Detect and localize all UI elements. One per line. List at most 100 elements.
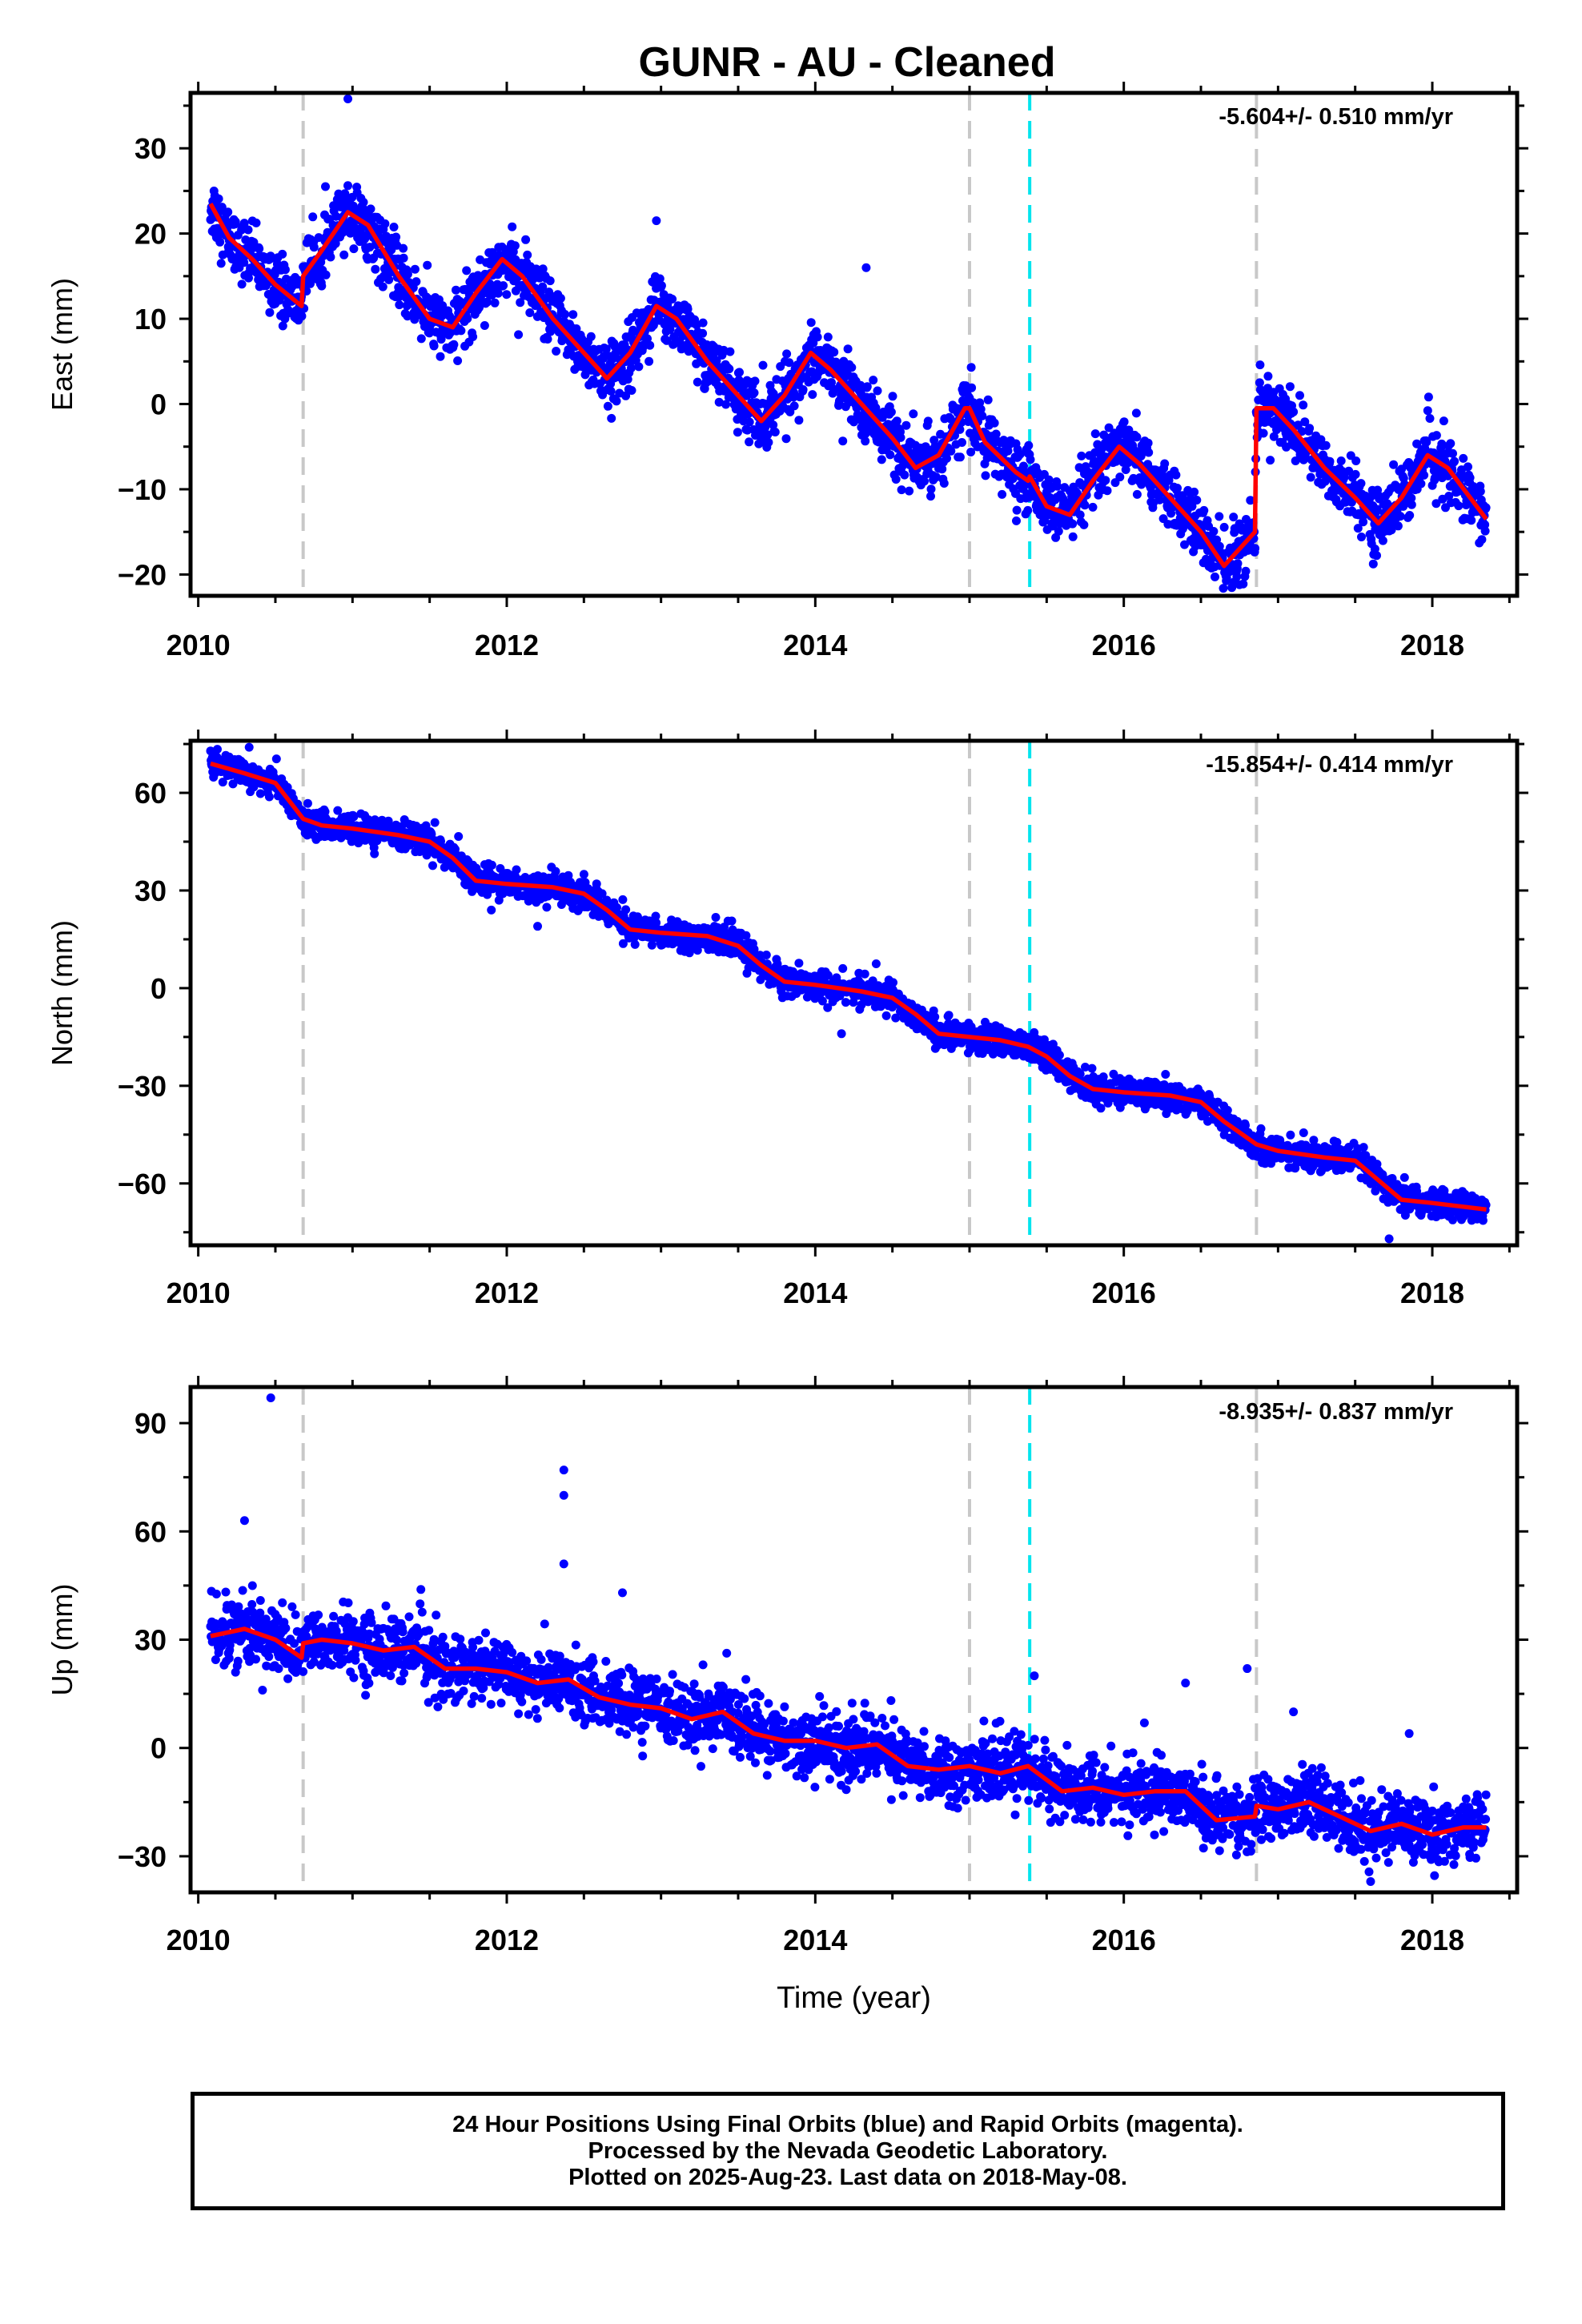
data-point [871,959,881,968]
data-point [1211,572,1219,581]
data-point [542,903,552,912]
data-point [1251,544,1260,553]
data-point [958,438,966,447]
data-point [1219,522,1229,532]
data-point [770,428,780,436]
data-point [493,288,503,298]
data-point [297,312,307,321]
data-point [1305,424,1315,433]
data-point [271,754,281,764]
data-point [733,428,742,437]
data-point [813,332,822,342]
data-point [1044,475,1054,485]
data-point [1395,512,1405,521]
data-point [343,181,352,191]
y-tick-label: 20 [135,218,167,251]
data-point [900,470,909,480]
data-point [1459,453,1468,463]
data-point [1154,495,1164,505]
data-point [1423,406,1432,416]
data-point [643,334,652,344]
data-point [1412,439,1422,448]
data-point [1285,382,1295,392]
data-point [612,396,621,406]
data-point [424,328,434,338]
data-point [735,368,744,377]
data-point [847,363,857,372]
rate-label: -5.604+/- 0.510 mm/yr [1219,104,1453,130]
data-point [750,376,760,386]
data-point [1468,482,1478,491]
data-point [901,420,911,430]
data-point [621,391,631,400]
data-point [711,913,721,922]
data-point [490,298,500,308]
data-point [1132,489,1142,499]
data-point [579,870,588,879]
data-point [841,998,850,1007]
data-point [1259,428,1268,438]
data-point [454,832,464,841]
y-tick-label: −20 [118,558,167,591]
data-point [1075,510,1085,520]
data-point [621,905,631,915]
data-point [275,296,284,305]
data-point [1114,432,1123,441]
data-point [808,390,817,400]
data-point [410,264,420,274]
data-point [380,219,390,228]
data-point [1012,505,1022,515]
data-point [412,277,421,287]
data-point [966,363,976,372]
data-point [966,448,976,456]
data-point [1419,470,1429,480]
data-point [510,241,520,251]
data-point [366,204,375,214]
data-point [881,1011,891,1020]
data-point [714,397,724,407]
data-point [416,334,426,344]
data-point [891,475,901,484]
data-point [923,416,933,426]
data-point [769,420,778,430]
data-point [1454,501,1464,511]
data-point [806,318,816,328]
data-point [1389,460,1399,469]
data-point [1269,432,1279,441]
data-point [1300,417,1310,427]
data-point [1079,520,1089,529]
data-point [399,243,408,253]
data-point [1215,512,1224,521]
data-point [1344,466,1354,476]
data-point [239,258,249,267]
data-point [1131,408,1141,418]
outlier-point [343,94,353,103]
data-point [1019,461,1028,471]
data-point [1053,481,1062,491]
data-point [1190,487,1199,497]
data-point [1293,420,1303,430]
data-point [572,324,581,333]
data-point [1353,524,1363,533]
data-point [976,404,986,414]
observation-points-north [206,742,1491,1244]
data-point [389,223,399,231]
data-point [1439,416,1448,426]
data-point [1144,448,1154,457]
data-point [1465,473,1475,482]
data-point [647,940,656,950]
data-point [944,1011,954,1020]
data-point [239,219,249,228]
data-point [930,1012,940,1022]
data-point [638,340,648,350]
data-point [1431,499,1441,509]
y-tick-label: 30 [135,132,167,165]
data-point [939,479,949,488]
data-point [823,971,833,980]
data-point [231,217,240,227]
data-point [423,260,432,270]
data-point [580,370,590,380]
data-point [630,939,640,949]
data-point [333,806,343,815]
